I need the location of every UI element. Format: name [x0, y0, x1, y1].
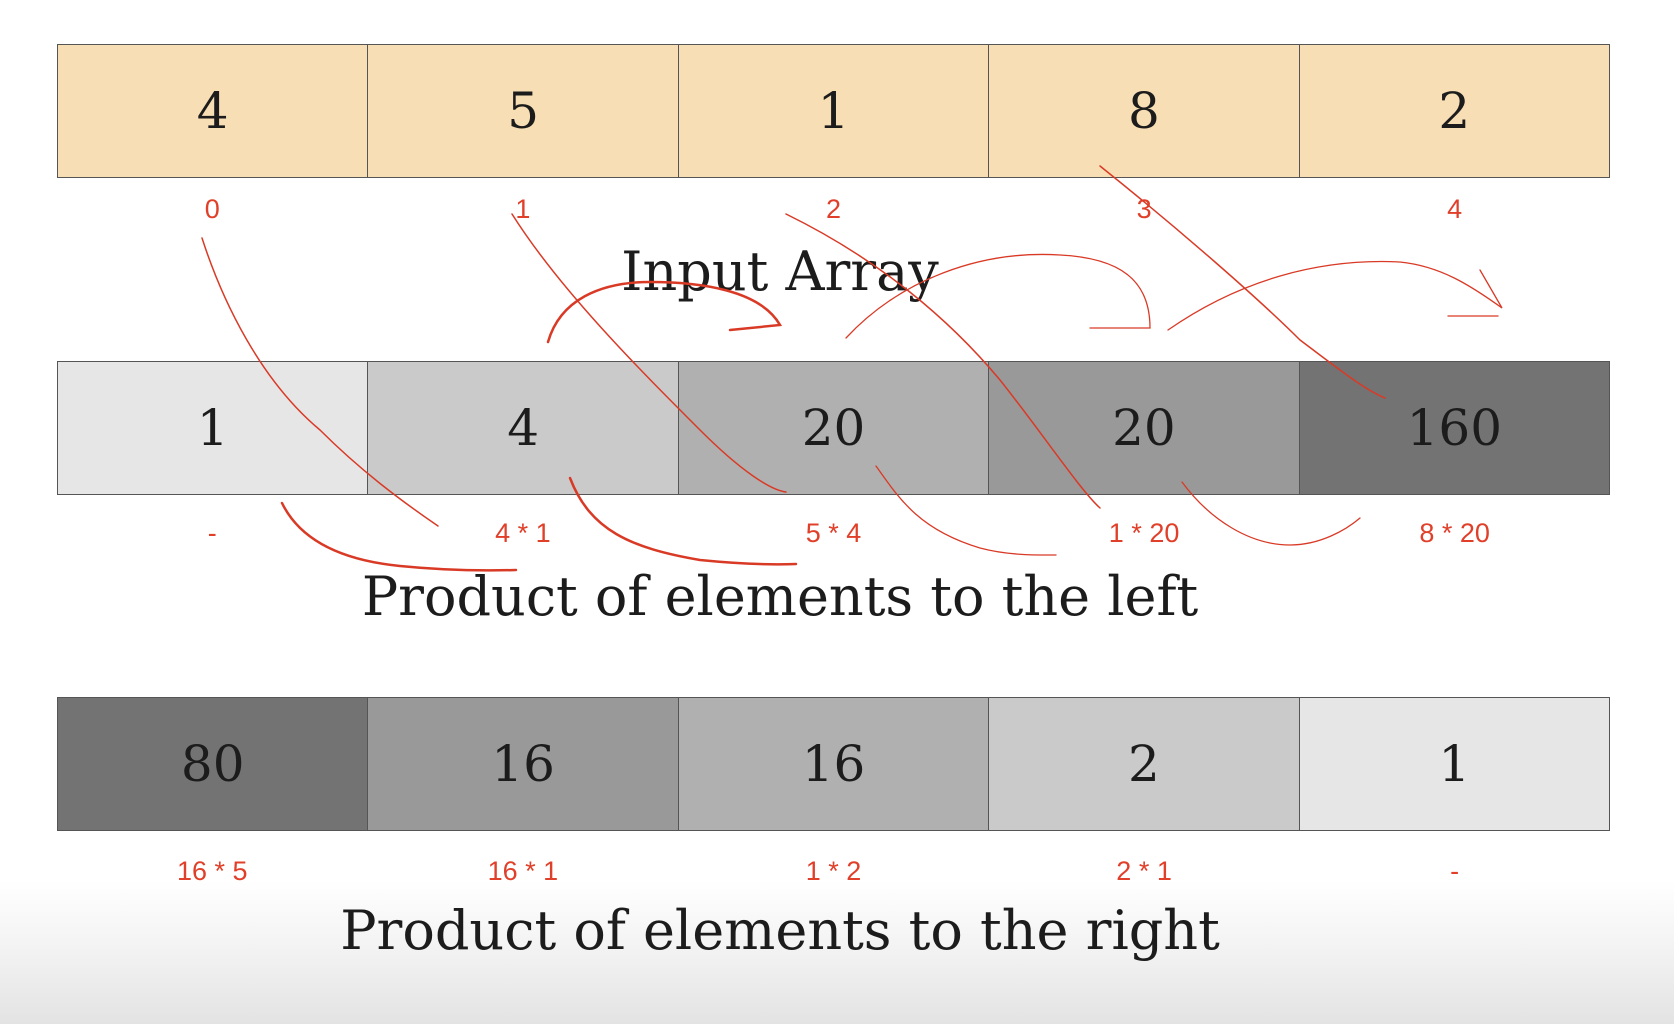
index-label-1: 1: [515, 194, 531, 224]
left-note-4: 8 * 20: [1419, 518, 1490, 548]
input-cell-1: 5: [368, 45, 679, 177]
right-note-3: 2 * 1: [1116, 856, 1172, 886]
right-cell-4: 1: [1299, 698, 1610, 830]
right-note-2: 1 * 2: [805, 856, 862, 886]
index-labels-row: 0 1 2 3 4: [57, 194, 1610, 225]
right-note-0: 16 * 5: [177, 856, 248, 886]
right-cell-2: 16: [678, 698, 990, 830]
index-label-0: 0: [204, 194, 220, 224]
left-note-1: 4 * 1: [495, 518, 551, 548]
input-cell-2: 1: [678, 45, 990, 177]
left-cell-2: 20: [678, 362, 990, 494]
left-notes-row: - 4 * 1 5 * 4 1 * 20 8 * 20: [57, 518, 1610, 549]
right-cell-1: 16: [368, 698, 679, 830]
input-cell-4: 2: [1299, 45, 1610, 177]
left-cell-0: 1: [58, 362, 369, 494]
right-notes-row: 16 * 5 16 * 1 1 * 2 2 * 1 -: [57, 856, 1610, 887]
left-products-caption: Product of elements to the left: [361, 565, 1199, 628]
index-label-4: 4: [1447, 194, 1463, 224]
input-array-row: 4 5 1 8 2: [57, 44, 1610, 178]
left-cell-3: 20: [989, 362, 1300, 494]
left-note-0: -: [207, 518, 217, 548]
right-note-1: 16 * 1: [487, 856, 559, 886]
right-note-4: -: [1450, 856, 1460, 886]
input-cell-0: 4: [58, 45, 369, 177]
left-cell-1: 4: [368, 362, 679, 494]
right-products-caption: Product of elements to the right: [340, 899, 1220, 962]
right-products-row: 80 16 16 2 1: [57, 697, 1610, 831]
left-cell-4: 160: [1299, 362, 1610, 494]
index-label-2: 2: [825, 194, 841, 224]
left-products-row: 1 4 20 20 160: [57, 361, 1610, 495]
input-cell-3: 8: [989, 45, 1300, 177]
input-array-caption: Input Array: [621, 240, 939, 303]
right-cell-0: 80: [58, 698, 369, 830]
left-note-3: 1 * 20: [1108, 518, 1180, 548]
index-label-3: 3: [1136, 194, 1152, 224]
left-note-2: 5 * 4: [805, 518, 862, 548]
right-cell-3: 2: [989, 698, 1300, 830]
